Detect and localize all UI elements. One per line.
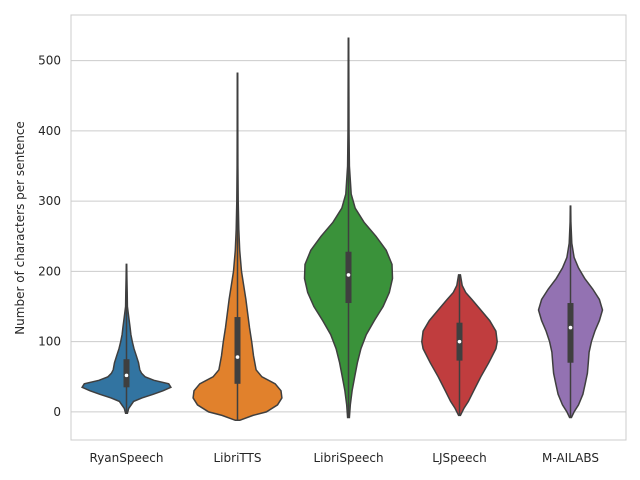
- y-axis-tick-labels: 0 100 200 300 400 500: [38, 54, 61, 419]
- violin-median-ljspeech: [457, 339, 462, 344]
- violin-median-librispeech: [346, 273, 351, 277]
- y-tick-label-100: 100: [38, 335, 61, 349]
- violin-series: [81, 37, 604, 422]
- violin-ljspeech: [421, 274, 498, 417]
- x-tick-label-ljspeech: LJSpeech: [432, 451, 486, 465]
- y-axis-title: Number of characters per sentence: [13, 121, 27, 335]
- violin-iqr-box-librispeech: [345, 251, 352, 304]
- x-tick-label-libritts: LibriTTS: [214, 451, 262, 465]
- violin-iqr-box-m-ailabs: [567, 303, 574, 363]
- y-tick-label-400: 400: [38, 124, 61, 138]
- violin-median-m-ailabs: [568, 325, 573, 330]
- y-tick-label-500: 500: [38, 54, 61, 68]
- x-tick-label-librispeech: LibriSpeech: [313, 451, 383, 465]
- violin-libritts: [192, 72, 283, 422]
- violin-iqr-box-libritts: [234, 317, 241, 384]
- violin-librispeech: [303, 37, 394, 419]
- violin-iqr-box-ryanspeech: [123, 359, 130, 388]
- x-tick-label-m-ailabs: M-AILABS: [542, 451, 599, 465]
- y-tick-label-200: 200: [38, 264, 61, 278]
- violin-ryanspeech: [81, 263, 172, 415]
- violin-m-ailabs: [537, 205, 604, 419]
- x-axis-tick-labels: RyanSpeech LibriTTS LibriSpeech LJSpeech M-A…: [90, 451, 599, 465]
- x-tick-label-ryanspeech: RyanSpeech: [90, 451, 164, 465]
- violin-median-libritts: [235, 355, 240, 359]
- violin-median-ryanspeech: [124, 373, 129, 378]
- y-tick-label-0: 0: [53, 405, 61, 419]
- y-tick-label-300: 300: [38, 194, 61, 208]
